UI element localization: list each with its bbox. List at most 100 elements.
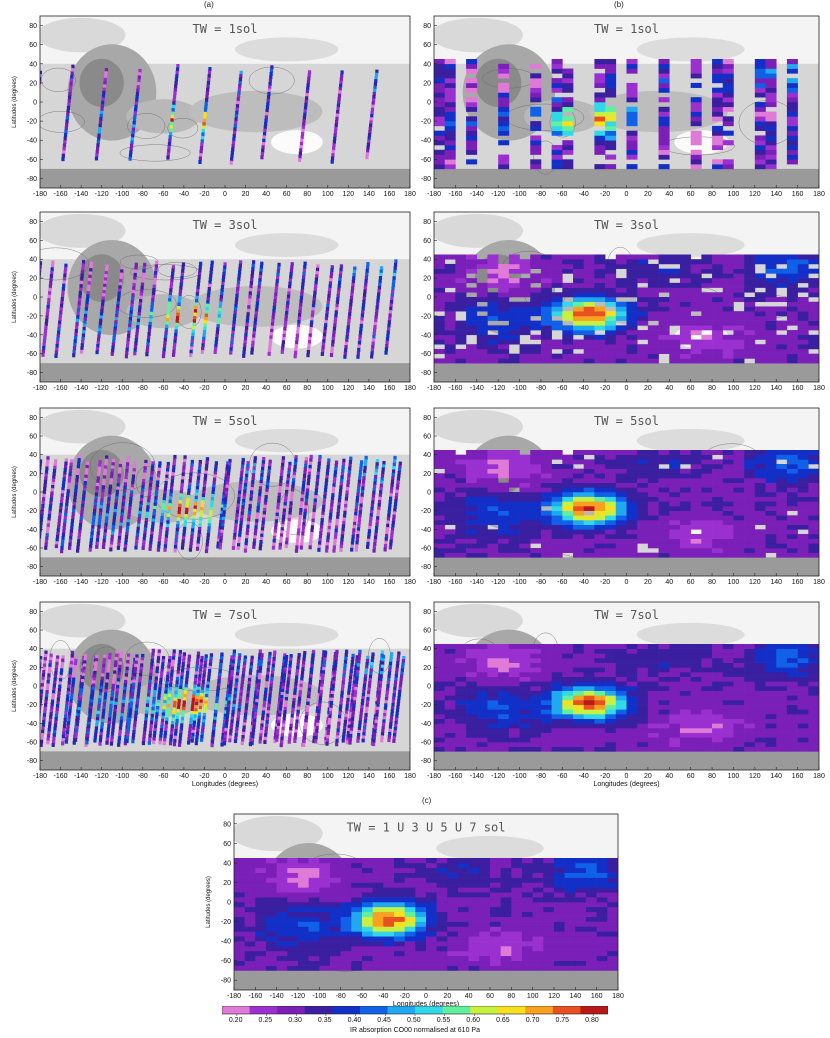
grid-cell [530,149,542,155]
grid-cell [626,268,638,274]
grid-cell [637,348,649,354]
track-sample [300,138,304,143]
grid-cell [637,520,649,525]
grid-cell [712,496,724,502]
x-tick-label: 120 [342,191,354,198]
grid-cell [797,254,809,260]
x-tick-label: 0 [223,579,227,586]
x-tick-label: 0 [625,579,629,586]
grid-cell [434,135,445,141]
grid-cell [540,287,552,293]
track-sample [393,269,397,274]
track-sample [227,465,231,470]
track-sample [270,65,274,70]
track-sample [286,527,290,532]
track-sample [392,462,396,467]
track-sample [323,491,327,496]
track-sample [192,512,197,516]
track-sample [326,461,331,466]
grid-cell [583,311,595,317]
grid-cell [594,263,606,269]
track-sample [355,502,359,507]
track-sample [271,315,275,320]
track-sample [60,496,64,501]
grid-cell [605,473,617,479]
grid-cell [765,520,777,525]
track-sample [258,486,263,491]
track-sample [251,340,255,345]
grid-cell [562,263,574,269]
track-sample [376,509,381,514]
grid-cell [776,268,788,274]
track-sample [123,547,127,552]
track-sample [161,503,166,508]
track-sample [138,302,142,307]
track-sample [47,294,51,299]
track-sample [177,306,181,310]
track-sample [357,344,361,349]
track-sample [66,724,70,729]
grid-cell [637,254,649,260]
track-sample [51,739,56,744]
track-sample [114,660,118,665]
track-sample [306,353,310,358]
track-sample [381,470,385,475]
track-sample [278,545,282,550]
track-sample [248,504,252,509]
track-sample [56,700,60,705]
track-sample [135,335,139,339]
grid-cell [679,263,691,269]
grid-cell [701,506,713,511]
grid-cell [754,135,766,141]
grid-cell [754,478,766,483]
track-sample [267,88,271,93]
track-sample [261,463,265,468]
x-tick-label: -20 [600,385,610,392]
track-sample [44,473,48,478]
track-sample [271,312,276,317]
track-sample [73,335,78,340]
grid-cell [765,543,777,549]
track-sample [289,504,293,509]
grid-cell [444,254,456,260]
grid-cell [562,149,574,155]
grid-cell [583,287,595,293]
track-sample [40,465,42,470]
grid-cell [530,454,542,460]
grid-cell [540,543,552,549]
track-sample [100,725,104,730]
track-sample [156,656,161,661]
track-sample [59,499,64,504]
grid-cell [690,454,702,460]
track-sample [40,665,42,670]
track-sample [374,72,379,77]
grid-cell [679,339,691,345]
x-tick-label: -140 [74,385,88,392]
track-sample [136,698,140,703]
track-sample [172,461,176,466]
grid-cell [701,482,713,488]
grid-cell [530,501,542,507]
track-sample [324,316,329,321]
grid-cell [466,315,478,321]
track-sample [36,93,39,97]
track-sample [147,499,151,503]
grid-cell [519,358,531,364]
grid-cell [754,506,766,511]
track-sample [75,474,79,479]
grid-cell [690,116,702,122]
track-sample [133,269,138,274]
track-sample [70,71,74,76]
track-sample [192,515,196,520]
track-sample [215,333,219,338]
track-sample [60,668,64,673]
track-sample [151,703,155,708]
track-sample [369,513,373,518]
grid-cell [583,520,595,525]
track-sample [139,298,143,303]
track-sample [286,477,290,482]
track-sample [40,271,42,276]
grid-cell [562,548,574,553]
track-sample [245,470,249,475]
track-sample [357,517,362,522]
